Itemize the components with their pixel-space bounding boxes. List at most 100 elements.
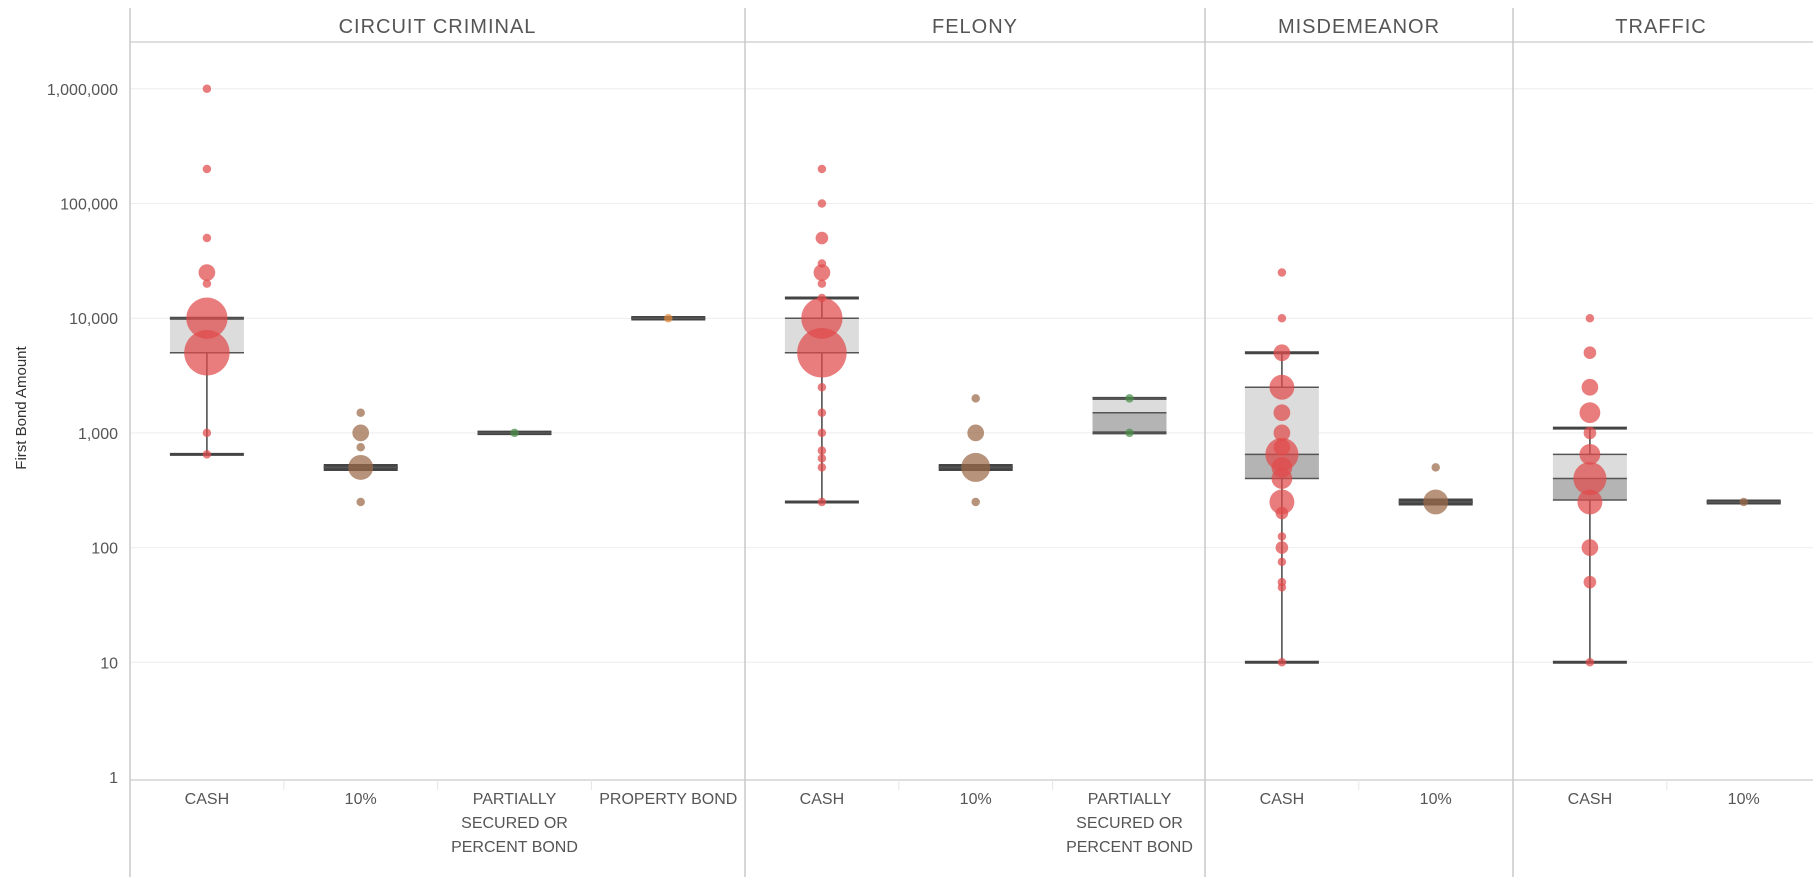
category-label: 10% [1728,791,1760,808]
upper-box [1092,398,1167,413]
data-points [184,84,1748,667]
data-point [1581,539,1599,556]
data-point [817,164,827,174]
data-point [202,450,212,459]
category-label: PARTIALLY SECURED OR PERCENT BOND [1066,791,1193,856]
data-point [1573,461,1607,496]
data-point [817,199,827,208]
data-point [1273,424,1291,442]
lower-box [1092,412,1167,433]
data-point [1579,443,1601,465]
data-point [356,442,365,452]
data-point [961,452,991,482]
data-point [1277,583,1287,592]
data-point [1273,344,1291,362]
y-tick-label: 10 [100,655,118,672]
category-label: CASH [800,791,844,808]
data-point [1739,497,1748,507]
data-point [817,428,827,438]
data-point [1275,506,1289,520]
y-tick-label: 100 [91,541,118,558]
data-point [1585,313,1595,323]
panel-title: FELONY [932,16,1018,38]
data-point [1583,426,1597,440]
panel-title: CIRCUIT CRIMINAL [339,16,537,38]
data-point [817,279,827,288]
category-label: CASH [1260,791,1304,808]
data-point [202,233,212,243]
data-point [1273,438,1291,456]
data-point [817,446,827,455]
category-label: 10% [345,791,377,808]
panel-titles: CIRCUIT CRIMINAL FELONY MISDEMEANOR TRAFFIC [339,16,1706,38]
data-point [1125,428,1134,438]
data-point [202,279,212,288]
panel-dividers [129,8,1813,877]
data-point [971,497,980,507]
category-label: 10% [960,791,992,808]
category-label: 10% [1420,791,1452,808]
panel-title: TRAFFIC [1615,16,1706,38]
data-point [797,327,847,378]
y-tick-label: 1,000 [78,426,118,443]
data-point [1583,575,1597,589]
category-label: PROPERTY BOND [599,791,737,808]
data-point [1269,374,1295,400]
data-point [1269,489,1295,515]
data-point [1577,489,1603,515]
data-point [813,264,831,281]
data-point [971,394,980,403]
data-point [202,164,212,174]
data-point [815,231,829,245]
data-point [801,297,843,339]
data-point [1277,313,1287,323]
data-point [202,84,212,94]
data-point [817,408,827,417]
data-point [1273,404,1291,422]
data-point [510,428,519,438]
data-point [184,330,230,376]
data-point [186,297,228,339]
category-label: CASH [1568,791,1612,808]
data-point [1277,658,1287,667]
data-point [817,383,827,392]
panel-title: MISDEMEANOR [1278,16,1440,38]
data-point [356,408,365,417]
data-point [198,264,216,281]
data-point [817,454,827,463]
category-label: PARTIALLY SECURED OR PERCENT BOND [451,791,578,856]
data-point [1431,463,1440,472]
data-point [1277,557,1287,567]
data-point [1125,394,1134,403]
data-point [967,424,985,442]
data-point [202,428,212,438]
y-axis-title: First Bond Amount [13,345,30,469]
category-labels: CASH 10% PARTIALLY SECURED OR PERCENT BOND PR… [185,780,1760,856]
data-point [348,454,374,480]
data-point [1583,346,1597,360]
data-point [1277,532,1287,541]
data-point [352,424,370,442]
gridlines [130,88,1813,663]
y-tick-label: 100,000 [60,197,118,214]
y-tick-label: 1,000,000 [47,82,118,99]
category-label: CASH [185,791,229,808]
data-point [817,259,827,268]
data-point [1581,378,1599,396]
y-tick-label: 1 [109,770,118,787]
data-point [817,497,827,507]
data-point [1423,489,1449,515]
y-axis: 1 10 100 1,000 10,000 100,000 1,000,000 [47,82,118,787]
data-point [1277,268,1287,277]
data-point [1585,658,1595,667]
y-tick-label: 10,000 [69,311,118,328]
data-point [1579,402,1601,424]
data-point [1271,468,1293,489]
data-point [356,497,365,507]
data-point [817,463,827,472]
data-point [664,313,673,323]
data-point [817,293,827,303]
data-point [1275,541,1289,554]
box-plot [1092,396,1167,435]
